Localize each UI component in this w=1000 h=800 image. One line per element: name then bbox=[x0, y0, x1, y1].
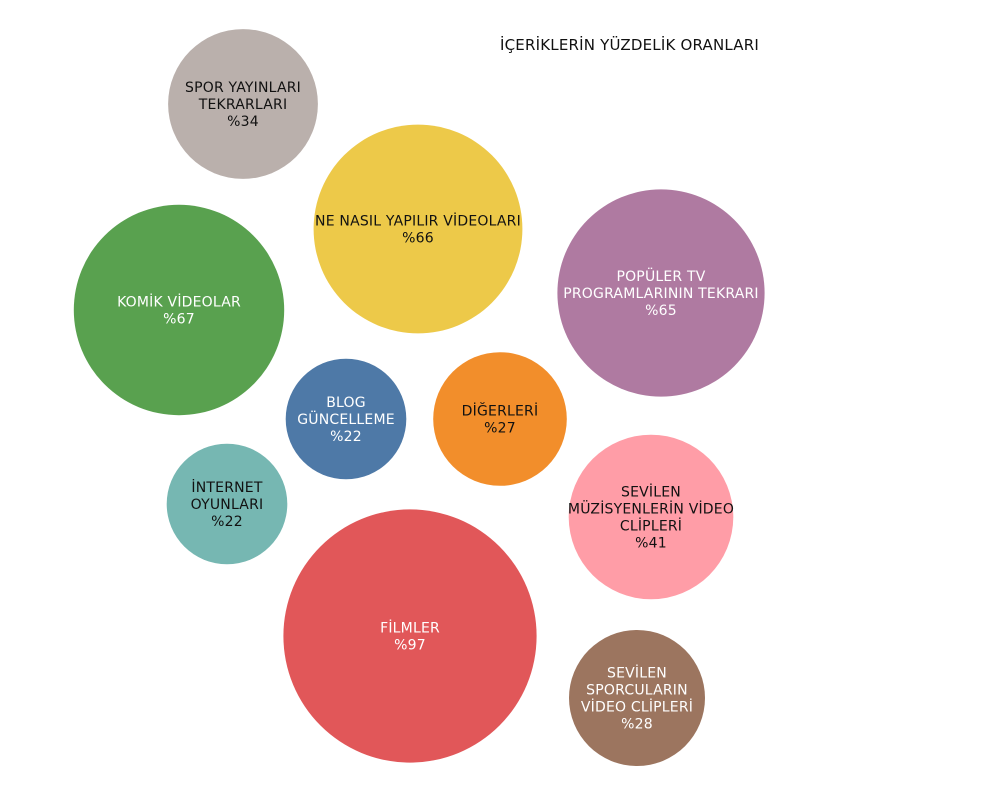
bubble-circle bbox=[557, 189, 765, 397]
bubble: NE NASIL YAPILIR VİDEOLARI%66 bbox=[313, 124, 523, 334]
bubble-circle bbox=[168, 29, 318, 179]
bubble-category-label: VİDEO CLİPLERİ bbox=[581, 698, 693, 716]
bubble: FİLMLER%97 bbox=[283, 509, 537, 763]
bubble-circle bbox=[166, 443, 288, 565]
bubble-circle bbox=[73, 204, 285, 416]
bubble-category-label: OYUNLARI bbox=[191, 497, 264, 513]
bubble: DİĞERLERİ%27 bbox=[433, 352, 567, 486]
bubble-circle bbox=[283, 509, 537, 763]
bubble-category-label: SPORCULARIN bbox=[586, 683, 688, 699]
bubble-category-label: GÜNCELLEME bbox=[297, 410, 395, 428]
bubble-category-label: BLOG bbox=[326, 395, 366, 411]
bubble-category-label: SPOR YAYINLARI bbox=[185, 80, 301, 96]
bubble-value-label: %97 bbox=[394, 638, 426, 654]
bubble-category-label: FİLMLER bbox=[380, 619, 440, 637]
bubble-category-label: İNTERNET bbox=[191, 478, 262, 496]
bubble: KOMİK VİDEOLAR%67 bbox=[73, 204, 285, 416]
bubble-circle bbox=[568, 434, 734, 600]
bubble-value-label: %67 bbox=[163, 312, 195, 328]
bubble-value-label: %22 bbox=[211, 514, 243, 530]
bubble-circle bbox=[313, 124, 523, 334]
bubble-value-label: %65 bbox=[645, 303, 677, 319]
bubble-circle bbox=[569, 630, 705, 766]
bubble-category-label: CLİPLERİ bbox=[620, 517, 682, 535]
bubble-category-label: SEVİLEN bbox=[607, 664, 667, 682]
bubble-value-label: %22 bbox=[330, 429, 362, 445]
bubble-value-label: %34 bbox=[227, 114, 259, 130]
bubble-category-label: KOMİK VİDEOLAR bbox=[117, 293, 241, 311]
bubble-circle bbox=[285, 358, 407, 480]
bubble-category-label: DİĞERLERİ bbox=[462, 402, 539, 420]
bubble-value-label: %27 bbox=[484, 421, 516, 437]
bubble-circle bbox=[433, 352, 567, 486]
bubble-category-label: POPÜLER TV bbox=[616, 267, 705, 285]
bubble-category-label: NE NASIL YAPILIR VİDEOLARI bbox=[315, 212, 521, 230]
bubble-value-label: %41 bbox=[635, 536, 667, 552]
bubble-category-label: TEKRARLARI bbox=[198, 97, 288, 113]
bubble-category-label: MÜZİSYENLERİN VİDEO bbox=[568, 500, 734, 518]
bubble-category-label: PROGRAMLARININ TEKRARI bbox=[563, 286, 759, 302]
chart-title: İÇERİKLERİN YÜZDELİK ORANLARI bbox=[500, 36, 760, 54]
bubble-value-label: %66 bbox=[402, 231, 434, 247]
bubble-category-label: SEVİLEN bbox=[621, 483, 681, 501]
bubble-value-label: %28 bbox=[621, 717, 653, 733]
